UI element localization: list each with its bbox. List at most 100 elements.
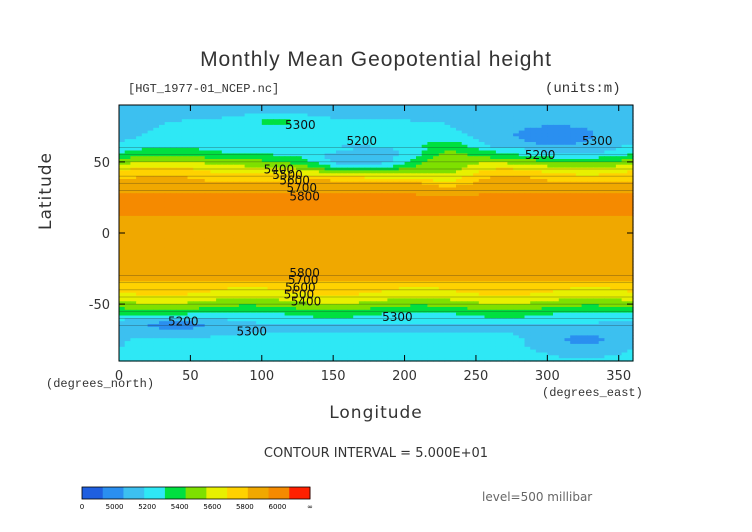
- field-cell: [495, 230, 503, 234]
- field-cell: [541, 124, 548, 129]
- field-cell: [341, 142, 348, 146]
- field-cell: [530, 241, 537, 245]
- field-cell: [318, 153, 326, 157]
- field-cell: [541, 218, 548, 223]
- field-cell: [273, 116, 280, 120]
- field-cell: [170, 181, 177, 186]
- field-cell: [347, 116, 354, 120]
- field-cell: [147, 127, 154, 132]
- field-cell: [387, 147, 394, 152]
- field-cell: [433, 156, 440, 160]
- field-cell: [484, 252, 491, 257]
- field-cell: [450, 241, 457, 245]
- field-cell: [524, 213, 531, 217]
- field-cell: [427, 133, 434, 137]
- field-cell: [387, 244, 394, 248]
- field-cell: [535, 153, 543, 157]
- field-cell: [119, 252, 126, 257]
- field-cell: [387, 207, 394, 211]
- field-cell: [250, 244, 257, 248]
- field-cell: [284, 261, 291, 265]
- field-cell: [376, 255, 383, 260]
- field-cell: [518, 167, 526, 171]
- field-cell: [456, 233, 463, 237]
- field-cell: [193, 215, 200, 220]
- field-cell: [199, 218, 206, 223]
- field-cell: [278, 133, 286, 137]
- field-cell: [353, 130, 360, 134]
- field-cell: [621, 224, 628, 228]
- field-cell: [267, 119, 274, 123]
- field-cell: [518, 110, 526, 115]
- field-cell: [444, 247, 451, 251]
- field-cell: [353, 258, 360, 262]
- field-cell: [119, 156, 126, 160]
- field-cell: [598, 190, 605, 194]
- field-cell: [461, 235, 468, 240]
- field-cell: [136, 247, 143, 251]
- field-cell: [501, 193, 508, 197]
- field-cell: [141, 201, 149, 206]
- field-cell: [204, 238, 211, 243]
- field-cell: [621, 238, 628, 243]
- field-cell: [370, 215, 377, 220]
- field-cell: [438, 179, 446, 183]
- field-cell: [267, 261, 274, 265]
- field-cell: [136, 164, 143, 169]
- field-cell: [587, 221, 594, 225]
- field-cell: [530, 250, 537, 254]
- field-cell: [141, 184, 149, 188]
- field-cell: [570, 250, 577, 254]
- field-cell: [124, 130, 131, 134]
- field-cell: [376, 122, 383, 126]
- field-cell: [216, 167, 223, 171]
- field-cell: [553, 150, 560, 154]
- field-cell: [518, 105, 526, 109]
- field-cell: [473, 215, 480, 220]
- field-cell: [438, 136, 446, 140]
- field-cell: [147, 107, 154, 112]
- field-cell: [256, 210, 263, 214]
- field-cell: [193, 198, 200, 203]
- field-cell: [261, 204, 269, 208]
- field-cell: [393, 190, 400, 194]
- field-cell: [513, 218, 520, 223]
- field-cell: [615, 170, 623, 174]
- field-cell: [410, 107, 417, 112]
- field-cell: [461, 255, 468, 260]
- field-cell: [204, 107, 211, 112]
- field-cell: [221, 176, 229, 180]
- field-cell: [290, 167, 297, 171]
- field-cell: [478, 113, 486, 117]
- field-cell: [141, 176, 149, 180]
- field-cell: [141, 258, 149, 262]
- field-cell: [547, 230, 554, 234]
- field-cell: [296, 124, 303, 129]
- field-cell: [119, 258, 126, 262]
- field-cell: [387, 161, 394, 166]
- field-cell: [490, 107, 497, 112]
- field-cell: [615, 113, 623, 117]
- field-cell: [604, 179, 611, 183]
- field-cell: [238, 238, 246, 243]
- field-cell: [598, 221, 605, 225]
- field-cell: [176, 119, 183, 123]
- field-cell: [244, 258, 251, 262]
- field-cell: [484, 196, 491, 200]
- field-cell: [278, 113, 286, 117]
- field-cell: [119, 201, 126, 206]
- field-cell: [324, 250, 331, 254]
- field-cell: [421, 156, 428, 160]
- field-cell: [233, 124, 240, 129]
- field-cell: [307, 130, 314, 134]
- field-cell: [376, 221, 383, 225]
- field-cell: [176, 181, 183, 186]
- field-cell: [324, 218, 331, 223]
- field-cell: [147, 227, 154, 231]
- field-cell: [427, 139, 434, 143]
- field-cell: [393, 144, 400, 149]
- field-cell: [513, 210, 520, 214]
- field-cell: [313, 124, 320, 129]
- field-cell: [438, 235, 446, 240]
- field-cell: [518, 139, 526, 143]
